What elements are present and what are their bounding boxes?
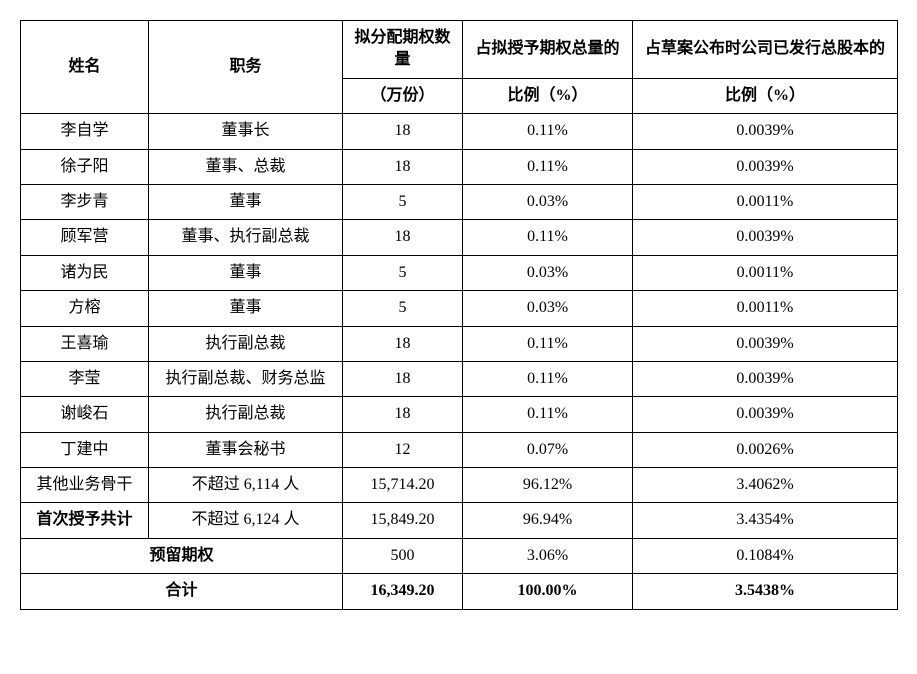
- cell-position: 董事: [149, 291, 343, 326]
- header-pct1-sub: 比例（%）: [463, 78, 633, 113]
- table-row: 李自学董事长180.11%0.0039%: [21, 114, 898, 149]
- cell-pct1: 0.11%: [463, 220, 633, 255]
- cell-name: 王喜瑜: [21, 326, 149, 361]
- header-row-1: 姓名 职务 拟分配期权数量 占拟授予期权总量的 占草案公布时公司已发行总股本的: [21, 21, 898, 79]
- cell-pct2: 3.4354%: [633, 503, 898, 538]
- header-qty-top: 拟分配期权数量: [343, 21, 463, 79]
- cell-name: 李自学: [21, 114, 149, 149]
- cell-name: 丁建中: [21, 432, 149, 467]
- cell-name: 李莹: [21, 361, 149, 396]
- header-name: 姓名: [21, 21, 149, 114]
- cell-name: 徐子阳: [21, 149, 149, 184]
- cell-position: 执行副总裁: [149, 326, 343, 361]
- header-pct1-top: 占拟授予期权总量的: [463, 21, 633, 79]
- cell-position: 董事: [149, 184, 343, 219]
- cell-pct2: 3.4062%: [633, 468, 898, 503]
- cell-pct1: 0.07%: [463, 432, 633, 467]
- cell-name: 合计: [21, 574, 343, 609]
- table-row: 徐子阳董事、总裁180.11%0.0039%: [21, 149, 898, 184]
- cell-pct1: 0.11%: [463, 361, 633, 396]
- table-row: 谢峻石执行副总裁180.11%0.0039%: [21, 397, 898, 432]
- table-row: 诸为民董事50.03%0.0011%: [21, 255, 898, 290]
- cell-qty: 15,714.20: [343, 468, 463, 503]
- cell-name: 诸为民: [21, 255, 149, 290]
- cell-qty: 15,849.20: [343, 503, 463, 538]
- cell-pct2: 0.0011%: [633, 184, 898, 219]
- cell-qty: 18: [343, 149, 463, 184]
- cell-pct2: 0.0039%: [633, 326, 898, 361]
- cell-pct1: 0.03%: [463, 255, 633, 290]
- cell-position: 执行副总裁、财务总监: [149, 361, 343, 396]
- table-row: 方榕董事50.03%0.0011%: [21, 291, 898, 326]
- cell-qty: 12: [343, 432, 463, 467]
- cell-position: 董事、执行副总裁: [149, 220, 343, 255]
- cell-pct2: 0.0039%: [633, 397, 898, 432]
- cell-pct1: 0.11%: [463, 114, 633, 149]
- cell-qty: 5: [343, 291, 463, 326]
- cell-pct2: 0.0039%: [633, 361, 898, 396]
- cell-qty: 18: [343, 220, 463, 255]
- cell-qty: 18: [343, 361, 463, 396]
- table-row: 李步青董事50.03%0.0011%: [21, 184, 898, 219]
- cell-pct1: 3.06%: [463, 538, 633, 573]
- header-qty-sub: （万份）: [343, 78, 463, 113]
- options-allocation-table: 姓名 职务 拟分配期权数量 占拟授予期权总量的 占草案公布时公司已发行总股本的 …: [20, 20, 898, 610]
- cell-name: 其他业务骨干: [21, 468, 149, 503]
- cell-pct2: 0.0039%: [633, 220, 898, 255]
- cell-position: 不超过 6,124 人: [149, 503, 343, 538]
- cell-pct2: 0.0039%: [633, 149, 898, 184]
- cell-pct2: 0.0026%: [633, 432, 898, 467]
- cell-name: 预留期权: [21, 538, 343, 573]
- cell-name: 首次授予共计: [21, 503, 149, 538]
- cell-position: 董事长: [149, 114, 343, 149]
- cell-qty: 500: [343, 538, 463, 573]
- table-row: 顾军营董事、执行副总裁180.11%0.0039%: [21, 220, 898, 255]
- cell-pct1: 100.00%: [463, 574, 633, 609]
- cell-qty: 18: [343, 397, 463, 432]
- cell-pct1: 0.03%: [463, 291, 633, 326]
- table-row: 其他业务骨干不超过 6,114 人15,714.2096.12%3.4062%: [21, 468, 898, 503]
- cell-pct2: 0.0039%: [633, 114, 898, 149]
- header-pct2-top: 占草案公布时公司已发行总股本的: [633, 21, 898, 79]
- cell-pct2: 0.1084%: [633, 538, 898, 573]
- table-row: 丁建中董事会秘书120.07%0.0026%: [21, 432, 898, 467]
- cell-position: 董事、总裁: [149, 149, 343, 184]
- cell-position: 董事会秘书: [149, 432, 343, 467]
- cell-pct2: 3.5438%: [633, 574, 898, 609]
- cell-position: 不超过 6,114 人: [149, 468, 343, 503]
- cell-pct1: 96.94%: [463, 503, 633, 538]
- cell-pct1: 96.12%: [463, 468, 633, 503]
- header-pct2-sub: 比例（%）: [633, 78, 898, 113]
- cell-pct2: 0.0011%: [633, 255, 898, 290]
- cell-name: 方榕: [21, 291, 149, 326]
- cell-pct1: 0.03%: [463, 184, 633, 219]
- cell-position: 董事: [149, 255, 343, 290]
- cell-pct2: 0.0011%: [633, 291, 898, 326]
- table-row: 李莹执行副总裁、财务总监180.11%0.0039%: [21, 361, 898, 396]
- cell-qty: 16,349.20: [343, 574, 463, 609]
- header-position: 职务: [149, 21, 343, 114]
- table-header: 姓名 职务 拟分配期权数量 占拟授予期权总量的 占草案公布时公司已发行总股本的 …: [21, 21, 898, 114]
- table-body: 李自学董事长180.11%0.0039%徐子阳董事、总裁180.11%0.003…: [21, 114, 898, 609]
- cell-pct1: 0.11%: [463, 397, 633, 432]
- cell-qty: 5: [343, 184, 463, 219]
- cell-qty: 5: [343, 255, 463, 290]
- cell-name: 谢峻石: [21, 397, 149, 432]
- cell-pct1: 0.11%: [463, 326, 633, 361]
- reserved-row: 预留期权5003.06%0.1084%: [21, 538, 898, 573]
- table-row: 王喜瑜执行副总裁180.11%0.0039%: [21, 326, 898, 361]
- cell-pct1: 0.11%: [463, 149, 633, 184]
- cell-name: 顾军营: [21, 220, 149, 255]
- cell-name: 李步青: [21, 184, 149, 219]
- total-row: 合计16,349.20100.00%3.5438%: [21, 574, 898, 609]
- cell-qty: 18: [343, 326, 463, 361]
- subtotal-row: 首次授予共计不超过 6,124 人15,849.2096.94%3.4354%: [21, 503, 898, 538]
- cell-position: 执行副总裁: [149, 397, 343, 432]
- cell-qty: 18: [343, 114, 463, 149]
